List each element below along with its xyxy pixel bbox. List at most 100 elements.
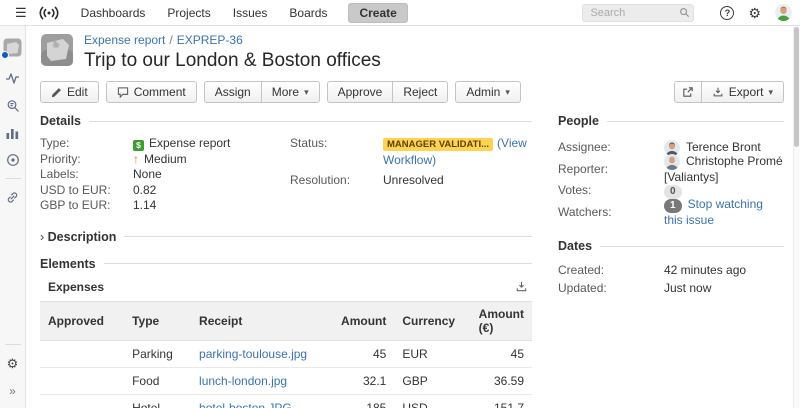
app-logo-icon[interactable] (38, 6, 60, 20)
cell-amount: 32.1 (333, 367, 395, 395)
receipt-link[interactable]: parking-toulouse.jpg (199, 346, 308, 361)
search-input[interactable] (582, 3, 695, 22)
sidebar-bottom: ⚙ » (0, 339, 26, 408)
share-icon (683, 87, 693, 97)
watchers-label: Watchers: (558, 204, 612, 219)
top-navigation-bar: ☰ Dashboards Projects Issues Boards Crea… (0, 0, 800, 26)
reject-button[interactable]: Reject (392, 81, 449, 103)
nav-issues[interactable]: Issues (232, 5, 268, 20)
project-sidebar: ⚙ » (0, 26, 26, 408)
cell-approved (40, 394, 125, 408)
cell-amount-eur: 151.7 (470, 394, 532, 408)
breadcrumb-project-link[interactable]: Expense report (84, 33, 166, 47)
user-avatar[interactable] (775, 4, 792, 21)
expenses-panel-header: Expenses (48, 280, 528, 294)
usd-eur-value: 0.82 (133, 182, 157, 197)
detail-type-row: Type: $ Expense report (40, 136, 290, 152)
status-lozenge[interactable]: MANAGER VALIDATI... (383, 138, 494, 151)
comment-button[interactable]: Comment (105, 81, 197, 103)
updated-label: Updated: (558, 280, 607, 295)
search-icon[interactable] (679, 7, 690, 18)
workflow-group: Approve Reject (326, 81, 449, 103)
reports-icon[interactable] (0, 119, 26, 146)
project-settings-gear-icon[interactable]: ⚙ (6, 355, 19, 371)
export-label: Export (728, 85, 764, 99)
export-download-icon (713, 87, 723, 97)
description-heading-label: Description (47, 229, 117, 244)
gbp-eur-label: GBP to EUR: (40, 198, 111, 212)
cell-currency: USD (394, 394, 471, 408)
scrollbar-thumb[interactable] (794, 27, 799, 147)
reporter-avatar (664, 153, 680, 170)
details-module: Details Type: $ Expense report Priority: … (40, 114, 532, 214)
expenses-heading-label: Expenses (48, 279, 105, 294)
sidebar-project-avatar[interactable] (0, 34, 26, 61)
reporter-row: Reporter: Christophe Promé [Valiantys] (558, 153, 784, 184)
status-label: Status: (290, 136, 328, 150)
admin-button[interactable]: Admin ▾ (455, 81, 521, 103)
link-icon[interactable] (0, 184, 26, 211)
reject-label: Reject (403, 85, 438, 99)
receipt-link[interactable]: hotel-boston.JPG (199, 400, 292, 408)
issue-title: Trip to our London & Boston offices (84, 50, 381, 71)
reporter-name[interactable]: Christophe Promé [Valiantys] (664, 153, 783, 184)
search-issues-icon[interactable] (0, 92, 26, 119)
admin-label: Admin (466, 85, 501, 99)
watchers-badge[interactable]: 1 (664, 198, 682, 213)
approve-button[interactable]: Approve (326, 81, 394, 103)
edit-button[interactable]: Edit (40, 81, 99, 103)
more-label: More (271, 85, 300, 99)
project-avatar (40, 33, 74, 67)
breadcrumb-issue-key-link[interactable]: EXPREP-36 (176, 33, 243, 47)
approve-label: Approve (337, 85, 383, 99)
cell-amount: 185 (333, 394, 395, 408)
nav-boards[interactable]: Boards (289, 5, 328, 20)
cell-type: Parking (124, 340, 192, 368)
elements-heading[interactable]: Elements (40, 257, 532, 271)
settings-circle-icon[interactable] (0, 146, 26, 173)
col-currency: Currency (394, 300, 471, 341)
cell-amount: 45 (333, 340, 395, 368)
assignee-row: Assignee: Terence Bront (558, 137, 784, 159)
nav-projects[interactable]: Projects (167, 5, 211, 20)
cell-amount-eur: 45 (470, 340, 532, 368)
stop-watching-link[interactable]: Stop watching this issue (664, 196, 763, 227)
view-workflow-link[interactable]: (View Workflow) (383, 136, 527, 167)
assign-label: Assign (214, 85, 251, 99)
activity-pulse-icon[interactable] (0, 65, 26, 92)
receipt-link[interactable]: lunch-london.jpg (199, 373, 288, 388)
help-icon[interactable]: ? (720, 5, 735, 20)
priority-value: Medium (144, 151, 187, 166)
expand-sidebar-icon[interactable]: » (9, 383, 16, 398)
assign-button[interactable]: Assign (203, 81, 262, 103)
create-button[interactable]: Create (348, 2, 408, 23)
votes-badge[interactable]: 0 (664, 184, 682, 199)
dates-heading[interactable]: Dates (558, 239, 784, 253)
votes-label: Votes: (558, 183, 592, 197)
gear-icon[interactable]: ⚙ (748, 4, 761, 21)
updated-row: Updated: Just now (558, 280, 784, 298)
cell-type: Food (124, 367, 192, 395)
watchers-row: Watchers: 1 Stop watching this issue (558, 197, 784, 227)
details-heading[interactable]: Details (40, 114, 532, 128)
assignee-name[interactable]: Terence Bront (686, 139, 761, 154)
gbp-eur-value: 1.14 (133, 198, 157, 212)
people-heading[interactable]: People (558, 114, 784, 128)
issue-view: Expense report / EXPREP-36 Trip to our Lon… (26, 26, 800, 408)
share-button[interactable] (673, 81, 702, 103)
export-button[interactable]: Export ▾ (700, 81, 784, 103)
issue-header: Expense report / EXPREP-36 Trip to our Lon… (40, 33, 784, 72)
share-export-group: Export ▾ (673, 81, 784, 103)
usd-eur-label: USD to EUR: (40, 182, 111, 197)
created-value: 42 minutes ago (664, 263, 747, 277)
nav-dashboards[interactable]: Dashboards (80, 5, 146, 20)
more-button[interactable]: More ▾ (260, 81, 320, 103)
expenses-export-icon[interactable] (515, 280, 528, 293)
description-heading[interactable]: › Description (40, 230, 532, 244)
menu-icon[interactable]: ☰ (15, 4, 27, 20)
priority-up-icon: ↑ (133, 151, 139, 166)
expense-row: Food lunch-london.jpg 32.1 GBP 36.59 (40, 367, 532, 395)
detail-priority-row: Priority: ↑ Medium (40, 152, 290, 168)
type-label: Type: (40, 136, 70, 150)
vertical-scrollbar[interactable] (793, 26, 800, 408)
